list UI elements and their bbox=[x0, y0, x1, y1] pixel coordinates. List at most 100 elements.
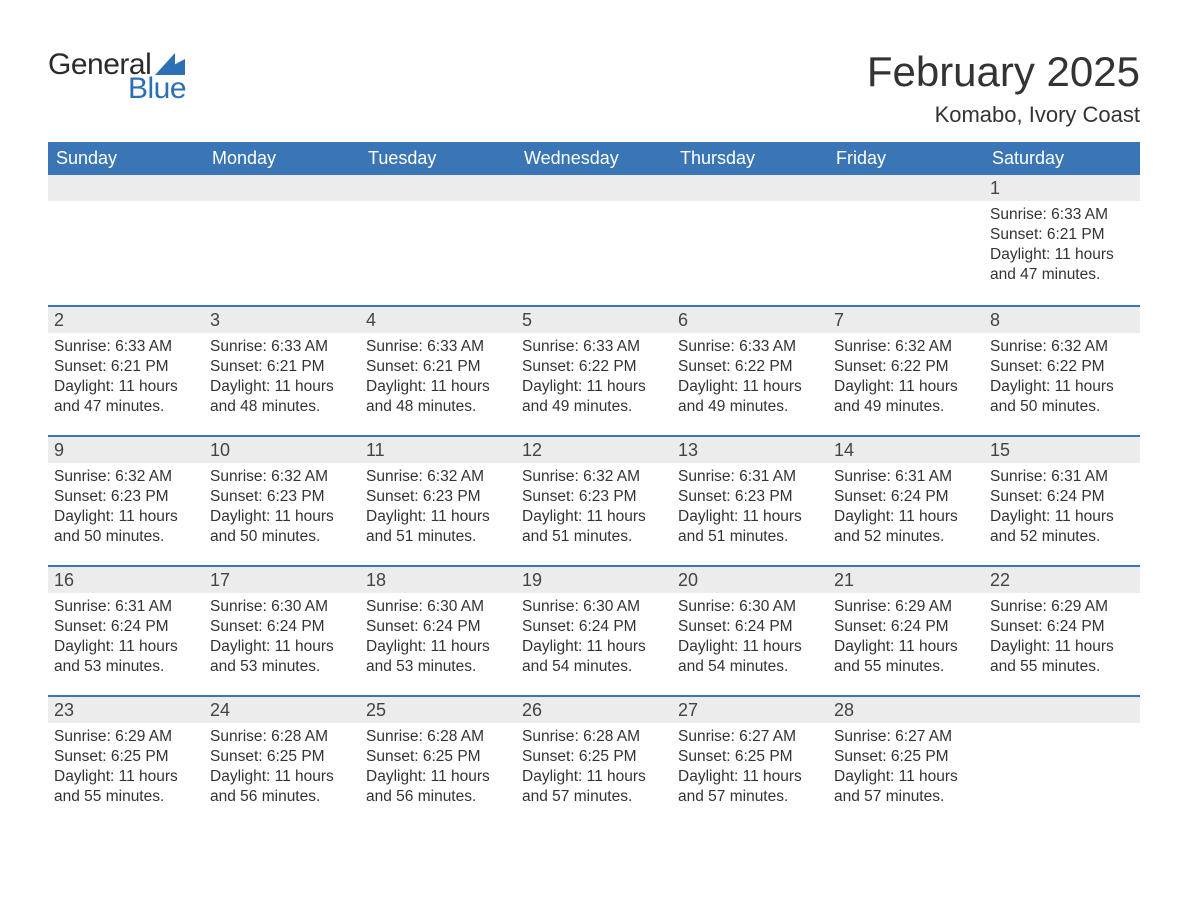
cell-body: Sunrise: 6:31 AMSunset: 6:24 PMDaylight:… bbox=[48, 593, 204, 688]
daylight-text: Daylight: 11 hours and 55 minutes. bbox=[990, 637, 1134, 677]
calendar-cell: 23Sunrise: 6:29 AMSunset: 6:25 PMDayligh… bbox=[48, 697, 204, 825]
sunrise-text: Sunrise: 6:30 AM bbox=[522, 597, 666, 617]
day-number: 25 bbox=[360, 697, 516, 723]
day-number bbox=[48, 175, 204, 201]
calendar-cell: 2Sunrise: 6:33 AMSunset: 6:21 PMDaylight… bbox=[48, 307, 204, 435]
day-number: 3 bbox=[204, 307, 360, 333]
calendar-week: 1Sunrise: 6:33 AMSunset: 6:21 PMDaylight… bbox=[48, 175, 1140, 305]
sunrise-text: Sunrise: 6:30 AM bbox=[210, 597, 354, 617]
day-number bbox=[984, 697, 1140, 723]
sunset-text: Sunset: 6:21 PM bbox=[54, 357, 198, 377]
calendar-cell: 6Sunrise: 6:33 AMSunset: 6:22 PMDaylight… bbox=[672, 307, 828, 435]
day-number: 15 bbox=[984, 437, 1140, 463]
cell-body: Sunrise: 6:30 AMSunset: 6:24 PMDaylight:… bbox=[516, 593, 672, 688]
sunrise-text: Sunrise: 6:33 AM bbox=[678, 337, 822, 357]
cell-body: Sunrise: 6:29 AMSunset: 6:24 PMDaylight:… bbox=[984, 593, 1140, 688]
sunset-text: Sunset: 6:22 PM bbox=[678, 357, 822, 377]
cell-body bbox=[204, 201, 360, 215]
day-number: 5 bbox=[516, 307, 672, 333]
cell-body: Sunrise: 6:32 AMSunset: 6:22 PMDaylight:… bbox=[828, 333, 984, 428]
daylight-text: Daylight: 11 hours and 50 minutes. bbox=[990, 377, 1134, 417]
cell-body bbox=[516, 201, 672, 215]
cell-body: Sunrise: 6:31 AMSunset: 6:24 PMDaylight:… bbox=[828, 463, 984, 558]
calendar-cell: 10Sunrise: 6:32 AMSunset: 6:23 PMDayligh… bbox=[204, 437, 360, 565]
sunrise-text: Sunrise: 6:33 AM bbox=[54, 337, 198, 357]
day-number: 12 bbox=[516, 437, 672, 463]
sunrise-text: Sunrise: 6:33 AM bbox=[366, 337, 510, 357]
sunset-text: Sunset: 6:22 PM bbox=[990, 357, 1134, 377]
sunset-text: Sunset: 6:24 PM bbox=[678, 617, 822, 637]
calendar-cell: 12Sunrise: 6:32 AMSunset: 6:23 PMDayligh… bbox=[516, 437, 672, 565]
daylight-text: Daylight: 11 hours and 51 minutes. bbox=[366, 507, 510, 547]
cell-body: Sunrise: 6:30 AMSunset: 6:24 PMDaylight:… bbox=[672, 593, 828, 688]
day-number: 26 bbox=[516, 697, 672, 723]
calendar-cell: 9Sunrise: 6:32 AMSunset: 6:23 PMDaylight… bbox=[48, 437, 204, 565]
calendar-cell bbox=[360, 175, 516, 305]
sunset-text: Sunset: 6:23 PM bbox=[210, 487, 354, 507]
daylight-text: Daylight: 11 hours and 50 minutes. bbox=[210, 507, 354, 547]
calendar-cell bbox=[516, 175, 672, 305]
daylight-text: Daylight: 11 hours and 53 minutes. bbox=[366, 637, 510, 677]
daylight-text: Daylight: 11 hours and 54 minutes. bbox=[522, 637, 666, 677]
cell-body bbox=[360, 201, 516, 215]
sunset-text: Sunset: 6:25 PM bbox=[210, 747, 354, 767]
calendar-cell: 11Sunrise: 6:32 AMSunset: 6:23 PMDayligh… bbox=[360, 437, 516, 565]
day-number bbox=[828, 175, 984, 201]
daylight-text: Daylight: 11 hours and 47 minutes. bbox=[990, 245, 1134, 285]
calendar-page: General Blue February 2025 Komabo, Ivory… bbox=[0, 0, 1188, 825]
day-number: 21 bbox=[828, 567, 984, 593]
day-number: 4 bbox=[360, 307, 516, 333]
day-number: 27 bbox=[672, 697, 828, 723]
cell-body bbox=[672, 201, 828, 215]
calendar-cell bbox=[204, 175, 360, 305]
brand-logo: General Blue bbox=[48, 48, 186, 106]
sunset-text: Sunset: 6:24 PM bbox=[522, 617, 666, 637]
calendar-grid: Sunday Monday Tuesday Wednesday Thursday… bbox=[48, 142, 1140, 825]
sunset-text: Sunset: 6:24 PM bbox=[990, 487, 1134, 507]
calendar-cell: 25Sunrise: 6:28 AMSunset: 6:25 PMDayligh… bbox=[360, 697, 516, 825]
sunrise-text: Sunrise: 6:30 AM bbox=[678, 597, 822, 617]
cell-body: Sunrise: 6:33 AMSunset: 6:21 PMDaylight:… bbox=[984, 201, 1140, 296]
calendar-cell: 15Sunrise: 6:31 AMSunset: 6:24 PMDayligh… bbox=[984, 437, 1140, 565]
sunset-text: Sunset: 6:24 PM bbox=[210, 617, 354, 637]
calendar-cell: 19Sunrise: 6:30 AMSunset: 6:24 PMDayligh… bbox=[516, 567, 672, 695]
sunrise-text: Sunrise: 6:33 AM bbox=[522, 337, 666, 357]
cell-body: Sunrise: 6:33 AMSunset: 6:21 PMDaylight:… bbox=[360, 333, 516, 428]
sunrise-text: Sunrise: 6:28 AM bbox=[210, 727, 354, 747]
sunset-text: Sunset: 6:21 PM bbox=[366, 357, 510, 377]
weekday-header: Monday bbox=[204, 142, 360, 175]
calendar-week: 9Sunrise: 6:32 AMSunset: 6:23 PMDaylight… bbox=[48, 435, 1140, 565]
sunset-text: Sunset: 6:21 PM bbox=[210, 357, 354, 377]
calendar-cell: 3Sunrise: 6:33 AMSunset: 6:21 PMDaylight… bbox=[204, 307, 360, 435]
cell-body: Sunrise: 6:30 AMSunset: 6:24 PMDaylight:… bbox=[204, 593, 360, 688]
sunrise-text: Sunrise: 6:29 AM bbox=[834, 597, 978, 617]
sunrise-text: Sunrise: 6:27 AM bbox=[834, 727, 978, 747]
calendar-cell bbox=[828, 175, 984, 305]
day-number: 11 bbox=[360, 437, 516, 463]
calendar-cell bbox=[984, 697, 1140, 825]
day-number: 10 bbox=[204, 437, 360, 463]
sunrise-text: Sunrise: 6:29 AM bbox=[990, 597, 1134, 617]
sunset-text: Sunset: 6:23 PM bbox=[54, 487, 198, 507]
day-number: 23 bbox=[48, 697, 204, 723]
calendar-cell: 17Sunrise: 6:30 AMSunset: 6:24 PMDayligh… bbox=[204, 567, 360, 695]
cell-body: Sunrise: 6:28 AMSunset: 6:25 PMDaylight:… bbox=[516, 723, 672, 818]
day-number: 28 bbox=[828, 697, 984, 723]
daylight-text: Daylight: 11 hours and 49 minutes. bbox=[678, 377, 822, 417]
cell-body bbox=[984, 723, 1140, 737]
daylight-text: Daylight: 11 hours and 53 minutes. bbox=[210, 637, 354, 677]
sunrise-text: Sunrise: 6:33 AM bbox=[210, 337, 354, 357]
weekday-header: Saturday bbox=[984, 142, 1140, 175]
sunrise-text: Sunrise: 6:30 AM bbox=[366, 597, 510, 617]
page-title: February 2025 bbox=[867, 48, 1140, 96]
sunrise-text: Sunrise: 6:32 AM bbox=[834, 337, 978, 357]
cell-body: Sunrise: 6:31 AMSunset: 6:23 PMDaylight:… bbox=[672, 463, 828, 558]
cell-body: Sunrise: 6:27 AMSunset: 6:25 PMDaylight:… bbox=[828, 723, 984, 818]
calendar-cell: 27Sunrise: 6:27 AMSunset: 6:25 PMDayligh… bbox=[672, 697, 828, 825]
cell-body: Sunrise: 6:33 AMSunset: 6:21 PMDaylight:… bbox=[204, 333, 360, 428]
daylight-text: Daylight: 11 hours and 51 minutes. bbox=[678, 507, 822, 547]
weekday-header: Tuesday bbox=[360, 142, 516, 175]
calendar-week: 16Sunrise: 6:31 AMSunset: 6:24 PMDayligh… bbox=[48, 565, 1140, 695]
day-number: 7 bbox=[828, 307, 984, 333]
day-number bbox=[204, 175, 360, 201]
